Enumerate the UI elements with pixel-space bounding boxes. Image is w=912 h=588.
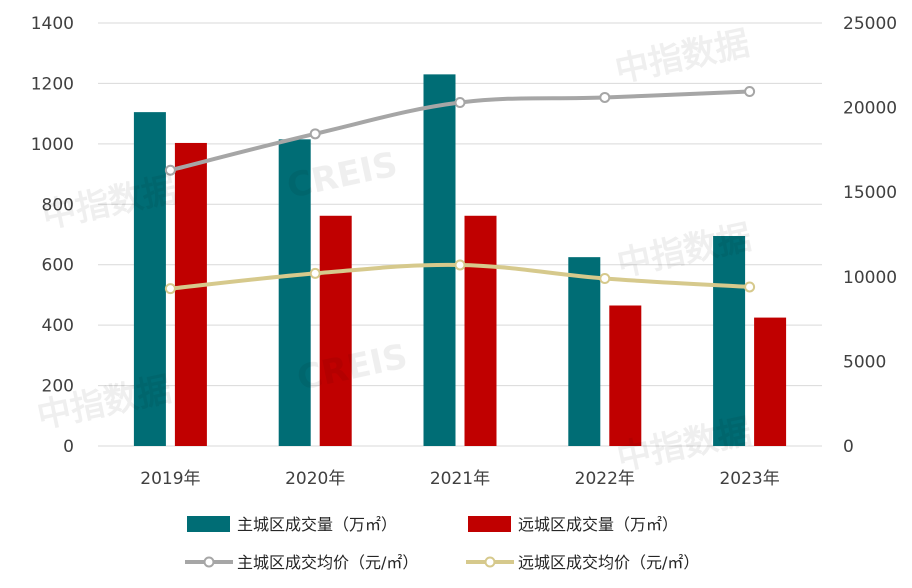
left-tick-label: 1400: [31, 14, 74, 34]
legend-marker: [203, 556, 215, 568]
legend-marker: [484, 556, 496, 568]
line-point-main-3: [599, 91, 611, 103]
left-tick-label: 600: [42, 256, 74, 276]
bar-outer-3: [609, 305, 642, 446]
right-tick-label: 20000: [843, 99, 897, 119]
left-tick-label: 1000: [31, 135, 74, 155]
bars-group: [133, 74, 787, 446]
left-tick-label: 1200: [31, 74, 74, 94]
line-point-outer-1: [309, 267, 321, 279]
line-point-outer-0: [164, 283, 176, 295]
legend: 主城区成交量（万㎡） 远城区成交量（万㎡） 主城区成交均价（元/㎡） 远城区成交均价（…: [185, 515, 699, 572]
line-point-main-4: [744, 86, 756, 98]
bar-main-2: [423, 74, 456, 446]
x-tick-label: 2021年: [430, 469, 490, 489]
right-tick-label: 10000: [843, 268, 897, 288]
legend-swatch: [187, 516, 230, 532]
bar-outer-1: [319, 215, 352, 446]
line-point-main-1: [309, 128, 321, 140]
bar-main-0: [133, 112, 166, 446]
x-tick-label: 2022年: [575, 469, 635, 489]
line-point-outer-2: [454, 259, 466, 271]
left-axis-ticks: 0 200 400 600 800 1000 1200 1400: [31, 14, 74, 457]
left-tick-label: 0: [63, 437, 74, 457]
left-tick-label: 400: [42, 316, 74, 336]
watermark-text: 中指数据: [612, 23, 753, 90]
x-tick-label: 2019年: [140, 469, 200, 489]
right-tick-label: 0: [843, 437, 854, 457]
x-tick-label: 2020年: [285, 469, 345, 489]
lines-group: [164, 86, 756, 295]
line-point-outer-3: [599, 272, 611, 284]
x-axis-categories: 2019年 2020年 2021年 2022年 2023年: [140, 469, 779, 489]
legend-label: 远城区成交量（万㎡）: [518, 515, 678, 534]
bar-main-1: [278, 139, 311, 446]
right-tick-label: 5000: [843, 352, 886, 372]
legend-label: 远城区成交均价（元/㎡）: [518, 553, 699, 572]
bar-outer-0: [174, 142, 207, 446]
left-tick-label: 800: [42, 195, 74, 215]
bar-outer-2: [464, 215, 497, 446]
legend-swatch: [468, 516, 511, 532]
bar-main-4: [713, 236, 746, 446]
gridlines: [98, 22, 822, 447]
watermark-text: CREIS: [294, 336, 411, 398]
line-point-main-2: [454, 97, 466, 109]
right-tick-label: 25000: [843, 14, 897, 34]
bar-main-3: [568, 257, 601, 446]
bar-outer-4: [754, 317, 787, 446]
right-axis-ticks: 0 5000 10000 15000 20000 25000: [843, 14, 897, 457]
legend-label: 主城区成交均价（元/㎡）: [237, 553, 418, 572]
right-tick-label: 15000: [843, 183, 897, 203]
legend-label: 主城区成交量（万㎡）: [237, 515, 397, 534]
line-point-outer-4: [744, 281, 756, 293]
x-tick-label: 2023年: [719, 469, 779, 489]
line-point-main-0: [164, 164, 176, 176]
left-tick-label: 200: [42, 377, 74, 397]
